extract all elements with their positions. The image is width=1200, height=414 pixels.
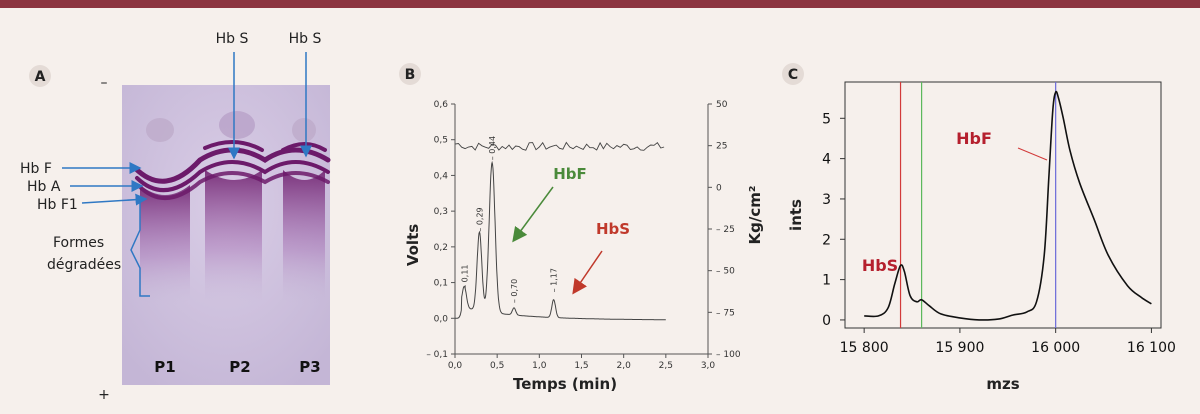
b-x-tick-label: 1,5 — [574, 361, 588, 371]
gel-smear-p2 — [205, 170, 262, 305]
panel-c-letter: C — [788, 67, 798, 83]
b-xlabel: Temps (min) — [513, 375, 617, 393]
b-x-tick-label: 2,5 — [659, 361, 673, 371]
b-x-tick-label: 3,0 — [701, 361, 716, 371]
b-y2-tick-label: 0 — [716, 183, 722, 193]
b-y-tick-label: 0,1 — [434, 279, 448, 289]
hba-label-a: Hb A — [27, 179, 61, 195]
b-y2-tick-label: – 75 — [716, 308, 735, 318]
c-y-tick-label: 2 — [822, 232, 831, 248]
c-hbs-annotation: HbS — [862, 256, 898, 275]
b-peak-label: – 0,11 — [460, 264, 469, 288]
b-x-tick-label: 2,0 — [617, 361, 632, 371]
c-y-tick-label: 1 — [822, 273, 831, 289]
lane-label-p3: P3 — [299, 358, 320, 376]
hbs-label-p2: Hb S — [216, 31, 249, 47]
b-hbs-annotation: HbS — [596, 220, 630, 238]
b-y-tick-label: 0,5 — [434, 136, 448, 146]
b-y2-tick-label: 50 — [716, 100, 728, 110]
b-y2-tick-label: – 100 — [716, 350, 741, 360]
plus-sign: + — [98, 387, 110, 403]
c-y-tick-label: 0 — [822, 313, 831, 329]
b-peak-label: – 0,29 — [475, 207, 484, 231]
b-ylabel: Volts — [404, 224, 422, 266]
b-peak-label: – 1,17 — [550, 268, 559, 292]
panel-b-badge — [399, 63, 421, 85]
panel-c: C 15 800 15 900 16 000 16 100 0 1 2 3 4 5 ints mz… — [782, 63, 1176, 393]
b-x-tick-label: 0,5 — [490, 361, 504, 371]
c-x-tick-label: 15 900 — [935, 340, 984, 356]
panel-c-badge — [782, 63, 804, 85]
hbf1-label-a: Hb F1 — [37, 197, 78, 213]
c-x-tick-label: 16 000 — [1031, 340, 1080, 356]
c-plot-frame — [844, 81, 1162, 329]
hbs-label-p3: Hb S — [289, 31, 322, 47]
b-x-tick-label: 1,0 — [532, 361, 547, 371]
panel-a-letter: A — [35, 69, 46, 85]
b-y-tick-label: 0,3 — [434, 207, 448, 217]
formes-bracket — [130, 200, 150, 297]
gel-well-p2 — [219, 111, 255, 139]
b-y-tick-label: 0,4 — [434, 171, 449, 181]
b-hbs-arrow — [572, 250, 603, 295]
c-x-tick-label: 15 800 — [840, 340, 889, 356]
c-hbf-annotation: HbF — [956, 129, 992, 148]
b-hbf-annotation: HbF — [553, 165, 587, 183]
formes-label-line1: Formes — [53, 235, 104, 251]
c-y-tick-label: 5 — [822, 111, 831, 127]
c-spectrum-line — [864, 90, 1152, 321]
b-peak-label: – 0,44 — [488, 136, 497, 160]
c-hbf-pointer — [1017, 147, 1048, 161]
panel-b: B 0,0 0,5 1,0 1,5 2,0 2,5 3,0– 0,10,00,10,20,3… — [399, 63, 764, 393]
formes-label-line2: dégradées — [47, 257, 121, 273]
gel-smear-p3 — [283, 170, 325, 305]
c-xlabel: mzs — [986, 375, 1019, 393]
panel-b-letter: B — [405, 67, 416, 83]
c-x-tick-label: 16 100 — [1127, 340, 1176, 356]
panel-a: A – + P1 P2 P3 Hb S Hb S Hb F Hb A Hb F1 — [20, 31, 331, 403]
hbf1-arrow-a — [81, 193, 148, 206]
minus-sign: – — [101, 75, 108, 91]
c-ylabel: ints — [787, 199, 805, 231]
c-y-tick-label: 3 — [822, 192, 831, 208]
b-pressure-line — [454, 141, 665, 151]
b-y2-tick-label: 25 — [716, 142, 727, 152]
b-y-tick-label: – 0,1 — [426, 350, 448, 360]
b-y-tick-label: 0,0 — [434, 314, 449, 324]
b-y2-tick-label: – 50 — [716, 267, 735, 277]
lane-label-p1: P1 — [154, 358, 175, 376]
b-hbf-arrow — [512, 186, 554, 243]
gel-well-p3 — [292, 118, 316, 142]
lane-label-p2: P2 — [229, 358, 250, 376]
gel-well-p1 — [146, 118, 174, 142]
b-chromatogram-line — [455, 160, 666, 321]
b-y2-tick-label: – 25 — [716, 225, 735, 235]
b-y2label: Kg/cm² — [746, 186, 764, 245]
top-accent-bar — [0, 0, 1200, 8]
c-y-tick-label: 4 — [822, 152, 831, 168]
b-peak-label: – 0,70 — [510, 279, 519, 303]
hbf-label-a: Hb F — [20, 161, 52, 177]
b-y-tick-label: 0,6 — [434, 100, 449, 110]
b-x-tick-label: 0,0 — [448, 361, 463, 371]
b-y-tick-label: 0,2 — [434, 243, 448, 253]
gel-smear-p1 — [140, 185, 190, 305]
panel-a-badge — [29, 65, 51, 87]
